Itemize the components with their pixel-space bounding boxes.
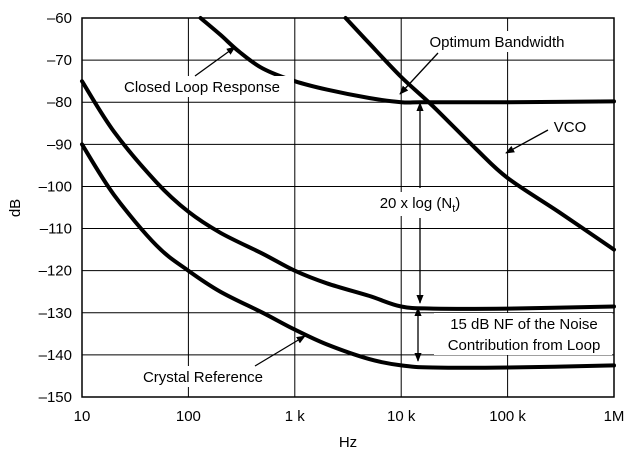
annotation-optimum-bandwidth: Optimum Bandwidth <box>399 31 579 95</box>
annotation-bg <box>356 192 484 216</box>
series-line-vco <box>343 16 616 252</box>
y-tick-label: –140 <box>39 347 72 364</box>
x-tick-label: 100 k <box>489 408 526 425</box>
formula-close: ) <box>455 195 460 212</box>
crystal-reference-arrow <box>254 335 306 367</box>
annotation-vco: VCO <box>505 117 592 154</box>
y-tick-label: –110 <box>40 221 72 238</box>
x-axis-label: Hz <box>339 434 357 451</box>
x-tick-label: 10 <box>74 408 91 425</box>
y-tick-label: –130 <box>39 305 72 322</box>
plot-frame <box>81 17 615 398</box>
formula-subscript: t <box>452 203 455 215</box>
series-line-upper-loop-noise <box>80 79 616 311</box>
series-line-crystal-reference <box>80 142 616 370</box>
annotation-bg <box>130 366 276 387</box>
nf-label-line2: Contribution from Loop <box>448 337 601 354</box>
x-tick-label: 1M <box>604 408 625 425</box>
y-tick-label: –80 <box>47 94 72 111</box>
vco-label: VCO <box>554 119 587 136</box>
series-line-closed-loop <box>198 16 616 105</box>
x-tick-label: 10 k <box>387 408 416 425</box>
x-tick-label: 1 k <box>285 408 306 425</box>
y-tick-label: –150 <box>39 389 72 406</box>
annotation-closed-loop: Closed Loop Response <box>108 46 294 97</box>
y-tick-label: –70 <box>47 52 72 69</box>
closed-loop-response-label: Closed Loop Response <box>124 79 280 96</box>
annotation-bg <box>415 31 579 52</box>
annotation-noise-figure: 15 dB NF of the Noise Contribution from … <box>414 307 612 362</box>
nf-label-line1: 15 dB NF of the Noise <box>450 316 598 333</box>
annotation-bg <box>108 76 294 97</box>
annotation-formula: 20 x log (Nt) <box>356 102 484 304</box>
y-tick-label: –120 <box>39 263 72 280</box>
closed-loop-arrow <box>194 46 236 77</box>
y-tick-label: –100 <box>39 178 72 195</box>
formula-main: 20 x log (N <box>380 195 453 212</box>
vco-arrow <box>505 129 549 154</box>
optimum-bandwidth-label: Optimum Bandwidth <box>429 34 564 51</box>
series-layer <box>80 16 616 370</box>
y-tick-label: –60 <box>47 10 72 27</box>
tick-labels: 10 100 1 k 10 k 100 k 1M –60 –70 –80 –90 –100 –110 –… <box>39 10 625 425</box>
crystal-reference-label: Crystal Reference <box>143 369 263 386</box>
x-tick-label: 100 <box>176 408 201 425</box>
y-tick-label: –90 <box>47 136 72 153</box>
optimum-bandwidth-arrow <box>399 52 439 95</box>
annotation-crystal-reference: Crystal Reference <box>130 335 306 387</box>
annotation-bg <box>548 117 592 137</box>
annotation-bg <box>434 313 612 355</box>
y-axis-label: dB <box>7 199 24 217</box>
formula-label: 20 x log (Nt) <box>380 195 461 215</box>
